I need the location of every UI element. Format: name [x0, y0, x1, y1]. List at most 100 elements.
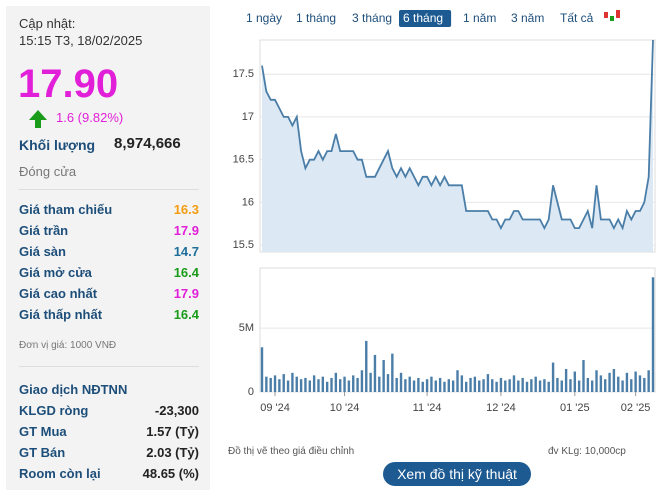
foreign-label: GT Mua: [19, 424, 67, 439]
price: 17.90: [18, 62, 119, 106]
volume-bar: [417, 377, 420, 392]
period-tab[interactable]: 1 tháng: [296, 11, 336, 25]
volume-bar: [356, 377, 359, 392]
x-tick-label: 12 '24: [486, 402, 516, 414]
period-tab[interactable]: 1 ngày: [246, 11, 282, 25]
volume-bar: [291, 372, 294, 392]
period-tab[interactable]: 6 tháng: [403, 11, 443, 25]
status: Đóng cửa: [19, 164, 77, 179]
volume-bar: [391, 353, 394, 392]
separator: [19, 189, 199, 190]
volume-bar: [369, 372, 372, 392]
volume-bar: [286, 380, 290, 392]
price-label: Giá tham chiếu: [19, 202, 113, 217]
volume-bar: [525, 381, 529, 392]
candle-icon: [616, 10, 620, 18]
foreign-value: -23,300: [154, 403, 199, 418]
y-tick-label: 17: [242, 111, 254, 123]
x-tick-label: 01 '25: [560, 402, 590, 414]
volume-bar: [386, 374, 390, 392]
volume-bar: [508, 379, 511, 392]
separator: [19, 366, 199, 367]
x-tick-label: 11 '24: [413, 402, 442, 414]
x-tick-label: 10 '24: [330, 402, 360, 414]
quote-panel: Cập nhật: 15:15 T3, 18/02/2025 17.90 1.6…: [6, 6, 210, 490]
price-value: 14.7: [173, 244, 199, 259]
volume-bar: [334, 372, 338, 392]
volume-bar: [321, 376, 325, 392]
candle-icon: [604, 12, 608, 18]
volume-bar: [551, 362, 555, 392]
volume-bar: [621, 380, 624, 392]
price-row: Giá trần 17.9: [19, 223, 199, 238]
volume-bar: [560, 380, 563, 392]
volume-bar: [260, 347, 264, 392]
period-tab[interactable]: 3 năm: [511, 11, 544, 25]
technical-chart-button[interactable]: Xem đồ thị kỹ thuật: [383, 462, 531, 486]
price-row: Giá thấp nhất 16.4: [19, 307, 199, 322]
volume-bar: [634, 371, 637, 392]
volume-label: Khối lượng: [19, 137, 96, 153]
y-tick-label: 16: [242, 196, 254, 208]
volume-bar: [638, 375, 642, 392]
price-label: Giá thấp nhất: [19, 307, 103, 322]
y-tick-label: 0: [248, 386, 254, 398]
volume-bar: [273, 375, 277, 392]
foreign-row: GT Bán 2.03 (Tỷ): [19, 445, 199, 460]
volume: 8,974,666: [114, 135, 181, 152]
volume-bar: [630, 379, 633, 392]
foreign-label: KLGD ròng: [19, 403, 89, 418]
price-label: Giá cao nhất: [19, 286, 98, 301]
volume-bar: [382, 360, 385, 392]
price-label: Giá mở cửa: [19, 265, 92, 280]
foreign-label: GT Bán: [19, 445, 66, 460]
volume-bar: [573, 371, 576, 392]
footnote-left: Đồ thị vẽ theo giá điều chỉnh: [228, 446, 355, 457]
y-tick-label: 16.5: [233, 154, 254, 166]
volume-bar: [365, 340, 368, 392]
volume-bar: [486, 374, 490, 392]
period-tab[interactable]: 1 năm: [463, 11, 496, 25]
foreign-value: 1.57 (Tỷ): [146, 424, 199, 439]
volume-bar: [421, 381, 424, 392]
candle-icon: [610, 16, 614, 21]
volume-bar: [512, 375, 516, 392]
up-arrow: [29, 110, 47, 128]
volume-bar: [395, 377, 398, 392]
volume-bar: [612, 368, 616, 392]
volume-bar: [447, 379, 451, 392]
volume-bar: [582, 360, 585, 392]
price-value: 16.4: [173, 307, 199, 322]
y-tick-label: 15.5: [233, 239, 254, 251]
volume-bar: [265, 376, 268, 392]
volume-bar: [556, 377, 559, 392]
volume-bar: [473, 376, 477, 392]
volume-bar: [408, 376, 411, 392]
period-tab[interactable]: 3 tháng: [352, 11, 392, 25]
volume-bar: [495, 381, 498, 392]
volume-bar: [308, 380, 311, 392]
volume-bar: [482, 379, 485, 392]
volume-bar: [491, 379, 494, 392]
volume-bar: [586, 377, 590, 392]
volume-bar: [504, 380, 507, 392]
price-value: 17.9: [173, 286, 199, 301]
volume-bar: [282, 374, 285, 392]
x-tick-label: 09 '24: [260, 402, 290, 414]
volume-bar: [460, 375, 464, 392]
volume-bar: [269, 377, 272, 392]
price-value: 16.3: [173, 202, 199, 217]
volume-bar: [430, 376, 433, 392]
change: 1.6 (9.82%): [56, 110, 124, 125]
volume-bar: [599, 375, 603, 392]
volume-bar: [451, 380, 455, 392]
volume-bar: [399, 372, 403, 392]
period-tab[interactable]: Tất cả: [560, 11, 594, 25]
y-tick-label: 17.5: [233, 68, 254, 80]
volume-bar: [352, 375, 355, 392]
volume-bar: [604, 379, 607, 392]
volume-bar: [651, 277, 655, 392]
price-row: Giá sàn 14.7: [19, 244, 199, 259]
